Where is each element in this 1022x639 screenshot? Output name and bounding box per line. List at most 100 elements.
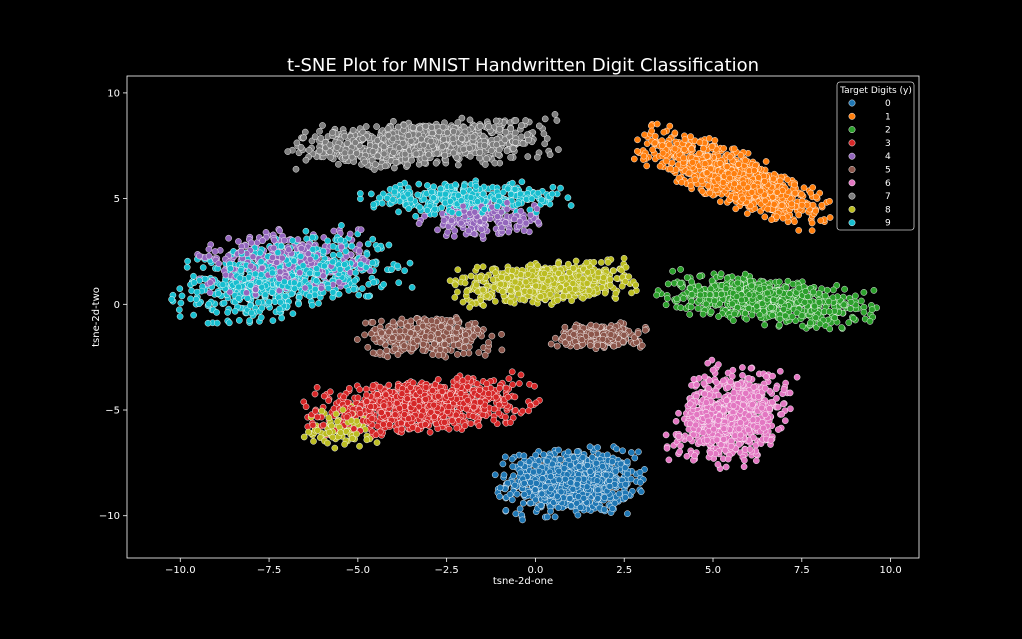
- point-digit-7: [301, 128, 309, 136]
- point-digit-5: [383, 347, 390, 354]
- point-digit-6: [739, 364, 746, 371]
- point-digit-2: [686, 311, 694, 318]
- point-digit-1: [663, 157, 670, 165]
- point-digit-4: [281, 236, 288, 244]
- point-digit-5: [552, 334, 559, 342]
- point-digit-3: [386, 421, 393, 428]
- point-digit-3: [496, 384, 503, 392]
- point-digit-0: [516, 505, 524, 513]
- point-digit-8: [606, 276, 614, 283]
- point-digit-8: [310, 437, 317, 445]
- point-digit-5: [429, 351, 437, 358]
- point-digit-0: [519, 499, 527, 507]
- point-digit-7: [432, 159, 440, 167]
- point-digit-1: [762, 158, 770, 165]
- point-digit-9: [177, 299, 185, 307]
- point-digit-2: [838, 324, 846, 331]
- point-digit-8: [620, 254, 628, 262]
- point-digit-6: [728, 372, 736, 380]
- point-digit-6: [700, 380, 708, 387]
- point-digit-8: [479, 263, 487, 271]
- chart-title: t-SNE Plot for MNIST Handwritten Digit C…: [287, 55, 759, 76]
- point-digit-5: [460, 344, 468, 351]
- point-digit-1: [656, 162, 664, 170]
- point-digit-1: [730, 145, 738, 153]
- point-digit-9: [269, 317, 277, 324]
- point-digit-3: [326, 388, 334, 396]
- point-digit-9: [358, 285, 366, 292]
- point-digit-9: [302, 227, 310, 235]
- point-digit-0: [594, 444, 601, 451]
- point-digit-1: [826, 197, 833, 205]
- point-digit-5: [454, 351, 461, 358]
- point-digit-3: [313, 384, 321, 391]
- point-digit-6: [714, 461, 722, 468]
- point-digit-9: [187, 295, 194, 303]
- point-digit-6: [739, 372, 746, 379]
- point-digit-8: [300, 433, 308, 441]
- point-digit-0: [520, 452, 528, 460]
- point-digit-1: [826, 214, 834, 221]
- point-digit-1: [716, 198, 724, 206]
- point-digit-4: [444, 228, 451, 236]
- point-digit-1: [807, 189, 815, 197]
- point-digit-2: [662, 301, 670, 309]
- point-digit-5: [407, 317, 415, 325]
- point-digit-9: [190, 311, 197, 319]
- point-digit-3: [362, 385, 370, 393]
- point-digit-4: [356, 247, 363, 255]
- point-digit-1: [732, 205, 740, 213]
- point-digit-1: [809, 184, 817, 191]
- point-digit-2: [860, 308, 868, 316]
- point-digit-2: [852, 292, 859, 300]
- point-digit-6: [729, 366, 737, 374]
- point-digit-5: [369, 349, 377, 357]
- point-digit-7: [300, 134, 308, 141]
- point-digit-5: [353, 336, 361, 343]
- point-digit-5: [561, 323, 569, 331]
- point-digit-8: [568, 297, 575, 305]
- point-digit-4: [356, 241, 363, 249]
- point-digit-7: [335, 160, 342, 168]
- point-digit-4: [346, 230, 354, 238]
- point-digit-0: [501, 453, 509, 461]
- point-digit-9: [412, 212, 419, 220]
- point-digit-6: [665, 456, 673, 464]
- point-digit-9: [385, 241, 393, 249]
- point-digit-5: [553, 342, 561, 350]
- point-digit-2: [858, 297, 865, 305]
- point-digit-1: [653, 120, 661, 128]
- point-digit-3: [517, 371, 525, 379]
- point-digit-3: [325, 397, 332, 404]
- point-digit-5: [361, 331, 368, 339]
- point-digit-2: [664, 295, 671, 302]
- point-digit-2: [815, 290, 823, 297]
- point-digit-7: [381, 162, 389, 170]
- point-digit-7: [391, 164, 398, 172]
- point-digit-9: [408, 284, 416, 291]
- point-digit-0: [600, 506, 608, 513]
- point-digit-8: [564, 260, 572, 268]
- point-digit-7: [305, 146, 313, 154]
- point-digit-9: [258, 304, 266, 312]
- point-digit-9: [235, 317, 243, 324]
- point-digit-7: [373, 123, 380, 130]
- scatter-points: [168, 111, 880, 524]
- point-digit-2: [677, 266, 684, 273]
- point-digit-8: [613, 275, 621, 282]
- point-digit-8: [373, 439, 381, 446]
- point-digit-2: [653, 291, 660, 299]
- point-digit-9: [415, 180, 423, 188]
- point-digit-8: [572, 257, 580, 265]
- point-digit-6: [722, 463, 730, 471]
- point-digit-1: [668, 159, 676, 167]
- point-digit-1: [633, 147, 641, 155]
- point-digit-8: [341, 440, 348, 448]
- point-digit-1: [720, 145, 728, 152]
- point-digit-8: [363, 436, 371, 444]
- point-digit-5: [376, 348, 384, 356]
- point-digit-4: [225, 234, 232, 242]
- point-digit-6: [772, 385, 780, 393]
- point-digit-4: [276, 227, 283, 235]
- point-digit-2: [823, 286, 831, 294]
